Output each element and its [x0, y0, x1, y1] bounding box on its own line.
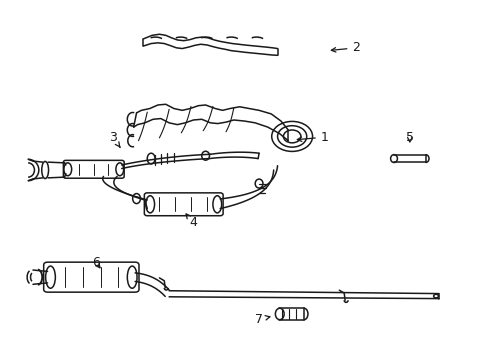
Text: 3: 3 [109, 131, 120, 147]
Text: 2: 2 [331, 41, 360, 54]
Text: 6: 6 [92, 256, 100, 269]
Text: 5: 5 [405, 131, 413, 144]
Text: 4: 4 [185, 214, 197, 229]
Text: 7: 7 [255, 313, 269, 326]
Text: 1: 1 [297, 131, 328, 144]
